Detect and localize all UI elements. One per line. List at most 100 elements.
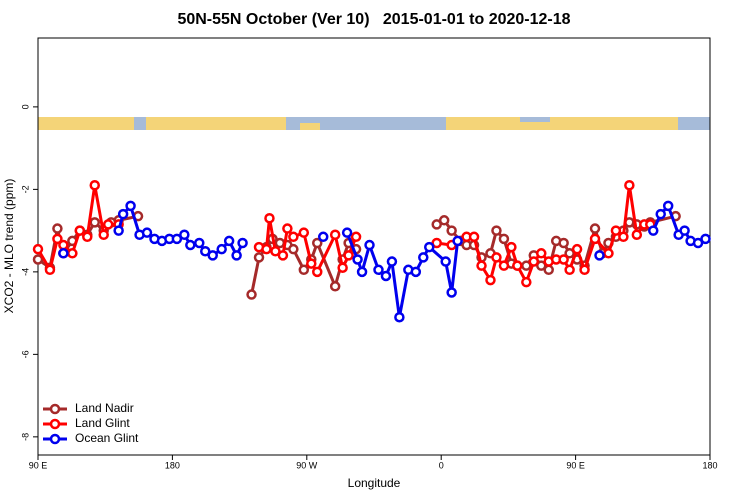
point [631,229,643,240]
point [446,287,457,298]
point [579,264,590,276]
point [171,233,183,245]
point [386,256,398,267]
point [452,235,463,247]
point [298,227,310,238]
point [485,274,496,286]
point [491,252,502,263]
point [589,233,601,245]
point [446,225,457,236]
point [32,243,44,255]
legend-marker [49,418,61,430]
point [476,260,487,271]
point [431,237,442,249]
point [312,266,323,278]
legend-label: Land Glint [75,416,130,430]
point [306,258,317,269]
x-tick-label: 180 [702,460,717,470]
point [52,233,63,245]
point [603,248,614,259]
point [67,248,78,259]
point [679,225,690,236]
point [298,264,310,276]
y-tick-label: -2 [20,185,30,193]
point [125,200,136,212]
point [394,311,405,323]
point [89,179,100,191]
point [468,231,480,243]
point [648,225,659,236]
point [692,237,704,249]
chart-title: 50N-55N October (Ver 10) 2015-01-01 to 2… [177,11,570,28]
land-sea-strip [38,117,710,130]
point [270,245,281,257]
point [58,248,69,259]
point [543,264,554,276]
point [512,260,523,271]
point [364,239,375,251]
point [32,254,44,265]
point [536,260,547,271]
point [380,270,392,282]
legend-marker [49,433,61,445]
point [52,223,63,234]
x-axis-label: Longitude [348,476,401,490]
point [337,262,348,273]
point [564,248,575,259]
point [58,239,69,251]
point [491,225,502,236]
point [571,243,583,255]
point [223,235,235,247]
point [312,237,323,249]
point [98,229,109,240]
point [558,254,569,265]
point [662,200,674,212]
point [624,179,635,191]
point [700,233,711,245]
point [82,231,93,243]
legend-label: Land Nadir [75,401,134,415]
y-axis-label: XCO2 - MLO trend (ppm) [2,179,16,314]
point [329,229,341,240]
point [329,281,341,292]
point [282,223,293,234]
point [352,254,363,265]
point [89,217,100,228]
x-tick-label: 90 W [296,460,318,470]
series-line [117,202,707,318]
point [589,223,601,234]
point [498,260,510,271]
point [288,231,299,243]
point [506,241,517,253]
point [418,252,429,263]
x-tick-label: 0 [439,460,444,470]
point [141,227,153,238]
point [246,289,257,300]
point [528,256,540,267]
point [117,208,129,220]
point [185,239,196,251]
point [237,237,248,249]
point [200,245,211,257]
point [564,264,575,276]
point [431,219,442,230]
point [594,250,605,261]
point [194,237,205,249]
point [277,250,289,261]
y-tick-label: 0 [20,104,30,109]
point [261,243,272,255]
point [536,248,547,259]
point [231,250,242,261]
y-tick-label: -6 [20,350,30,358]
point [264,212,275,224]
point [521,276,532,288]
point [74,225,86,236]
legend-marker [49,403,61,415]
point [410,266,422,278]
point [113,225,124,236]
point [424,241,435,253]
point [44,264,56,276]
point [373,264,384,276]
